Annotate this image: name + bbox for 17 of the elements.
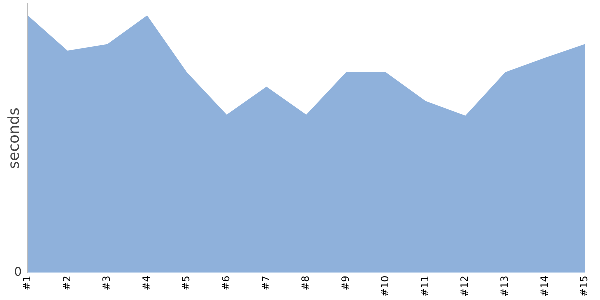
x-tick-label: #5: [182, 276, 193, 291]
x-tick-label: #1: [22, 276, 34, 291]
x-tick-label: #13: [500, 276, 512, 298]
x-tick-label: #14: [540, 276, 551, 298]
x-tick-label: #6: [222, 276, 233, 291]
x-tick-label: #9: [340, 276, 352, 291]
annotation: 0: [14, 265, 22, 280]
x-tick-label: #4: [142, 276, 153, 291]
x-tick-label: #2: [62, 276, 74, 291]
y-axis-title: seconds: [4, 108, 23, 170]
x-tick-label: #15: [580, 276, 591, 298]
x-tick-label: #7: [261, 276, 272, 291]
x-tick-label: #8: [301, 276, 312, 291]
x-tick-label: #10: [380, 276, 392, 298]
x-tick-label: #11: [420, 276, 432, 298]
x-tick-label: #12: [460, 276, 472, 298]
x-tick-label: #3: [102, 276, 114, 291]
